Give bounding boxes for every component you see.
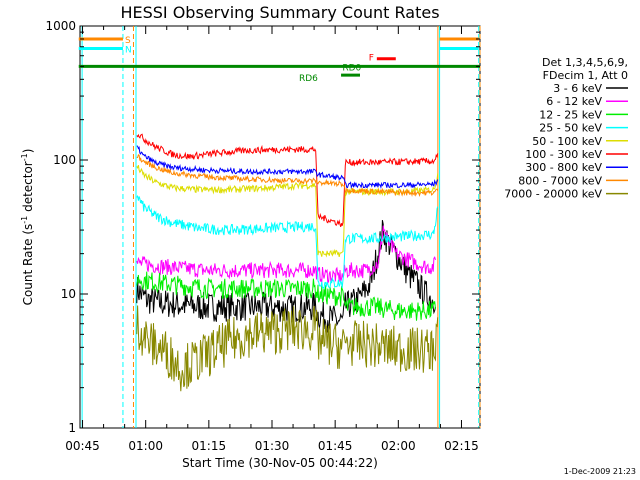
x-axis-label: Start Time (30-Nov-05 00:44:22): [182, 456, 378, 470]
x-tick-label: 02:00: [381, 439, 416, 453]
x-tick-label: 02:15: [444, 439, 479, 453]
legend: Det 1,3,4,5,6,9, FDecim 1, Att 0 3 - 6 k…: [504, 56, 628, 201]
legend-entry-label: 50 - 100 keV: [532, 135, 602, 148]
legend-header-line-2: FDecim 1, Att 0: [543, 69, 628, 82]
state-label-rd0: RD0: [342, 63, 361, 73]
series-line: [136, 271, 436, 321]
legend-entry-label: 100 - 300 keV: [525, 148, 602, 161]
x-tick-label: 01:30: [255, 439, 290, 453]
plot-area: SN F RD6 RD0: [78, 25, 481, 429]
x-tick-label: 01:00: [128, 439, 163, 453]
y-tick-label: 1000: [45, 19, 76, 33]
legend-entry-label: 3 - 6 keV: [553, 82, 602, 95]
legend-entry-label: 12 - 25 keV: [539, 108, 602, 121]
y-axis: 1 10 100 1000: [45, 19, 480, 435]
chart-title: HESSI Observing Summary Count Rates: [120, 3, 439, 22]
state-label-s: S: [125, 36, 131, 46]
x-tick-label: 00:45: [65, 439, 100, 453]
y-tick-label: 100: [53, 153, 76, 167]
footer-timestamp: 1-Dec-2009 21:23: [564, 467, 636, 476]
x-axis: 00:45 01:00 01:15 01:30 01:45 02:00 02:15: [65, 26, 479, 453]
x-tick-label: 01:15: [192, 439, 227, 453]
legend-entry-label: 800 - 7000 keV: [518, 174, 602, 187]
legend-entry-label: 7000 - 20000 keV: [504, 188, 602, 201]
series-line: [136, 154, 439, 197]
y-tick-label: 1: [68, 421, 76, 435]
state-label-n: N: [125, 45, 132, 55]
series-line: [136, 305, 439, 392]
legend-header-line-1: Det 1,3,4,5,6,9,: [542, 56, 628, 69]
y-tick-label: 10: [61, 287, 76, 301]
series-line: [136, 145, 439, 190]
state-label-f: F: [369, 54, 374, 64]
series-line: [136, 225, 436, 286]
legend-entry-label: 6 - 12 keV: [546, 95, 602, 108]
legend-entry-label: 300 - 800 keV: [525, 161, 602, 174]
x-tick-label: 01:45: [318, 439, 353, 453]
legend-entry-label: 25 - 50 keV: [539, 122, 602, 135]
series-line: [136, 133, 439, 228]
y-axis-label: Count Rate (s-1 detector-1): [20, 149, 35, 306]
series-line: [136, 194, 439, 290]
state-label-rd6: RD6: [299, 74, 318, 84]
